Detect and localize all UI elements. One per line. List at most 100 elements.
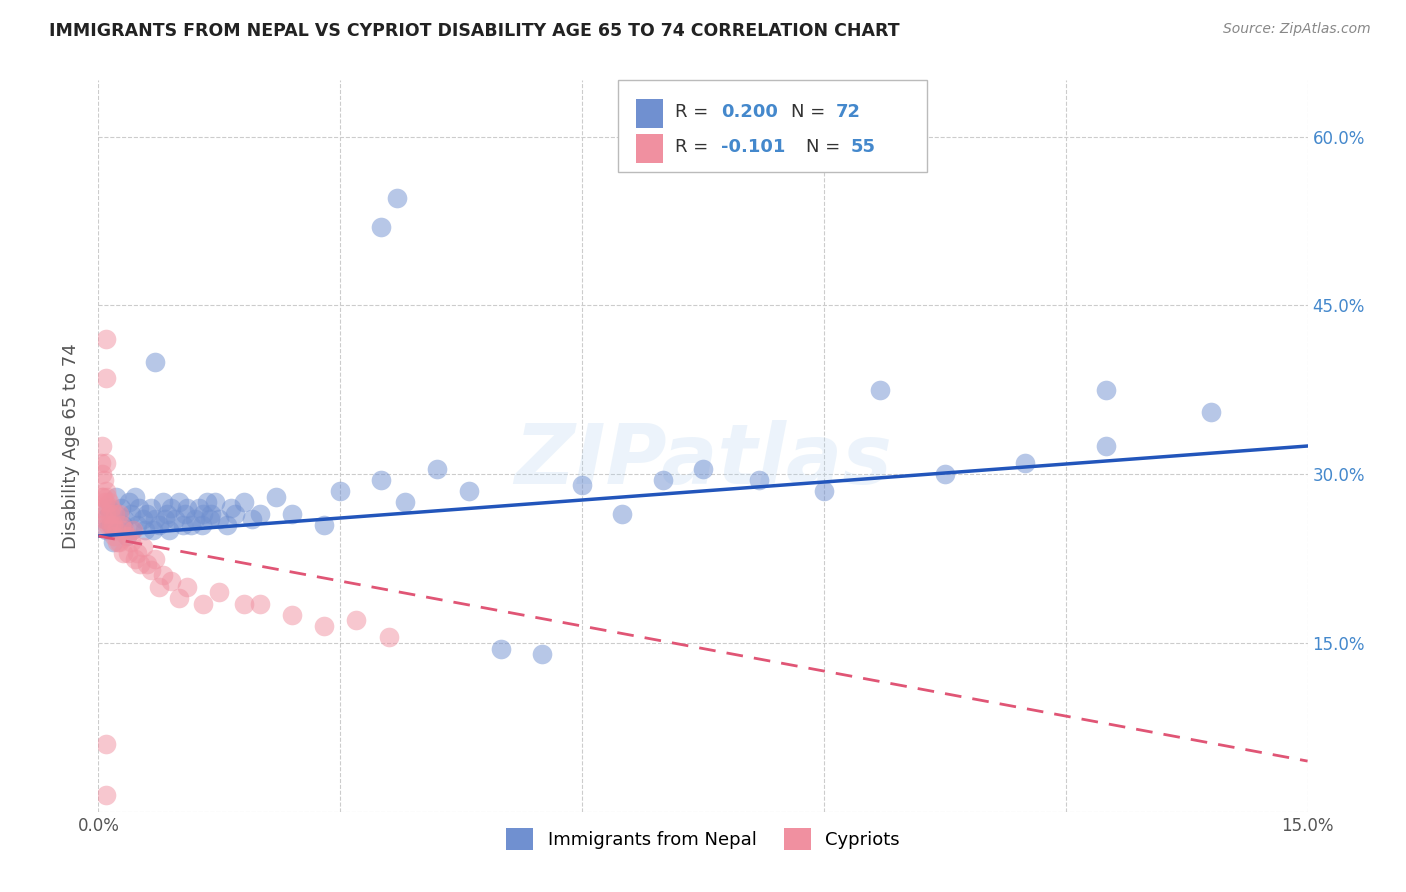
Point — [249, 597, 271, 611]
Point — [1199, 405, 1222, 419]
Point — [98, 507, 121, 521]
Point — [370, 473, 392, 487]
Point — [651, 473, 673, 487]
Point — [117, 546, 139, 560]
Point — [90, 490, 112, 504]
Point — [176, 500, 198, 515]
Point — [167, 495, 190, 509]
Point — [142, 524, 165, 538]
Point — [94, 512, 117, 526]
Point — [115, 529, 138, 543]
Point — [97, 500, 120, 515]
Point — [1095, 383, 1118, 397]
Point — [134, 524, 156, 538]
FancyBboxPatch shape — [637, 98, 664, 128]
Point — [458, 483, 481, 498]
Point — [208, 585, 231, 599]
Point — [101, 534, 124, 549]
Point — [188, 500, 211, 515]
Point — [281, 607, 304, 622]
Point — [385, 191, 408, 205]
Point — [103, 507, 125, 521]
Point — [135, 557, 157, 571]
Point — [111, 546, 134, 560]
Point — [221, 500, 243, 515]
Text: -0.101: -0.101 — [721, 138, 786, 156]
Point — [139, 500, 162, 515]
Point — [107, 524, 129, 538]
Point — [120, 507, 142, 521]
Point — [105, 490, 128, 504]
Point — [121, 524, 143, 538]
Point — [110, 517, 132, 532]
Point — [148, 580, 170, 594]
Point — [132, 512, 155, 526]
Point — [571, 478, 593, 492]
Text: N =: N = — [792, 103, 831, 120]
Point — [143, 354, 166, 368]
Point — [530, 647, 553, 661]
Text: Source: ZipAtlas.com: Source: ZipAtlas.com — [1223, 22, 1371, 37]
Point — [103, 529, 125, 543]
Point — [96, 737, 118, 751]
Point — [96, 788, 118, 802]
Point — [152, 568, 174, 582]
Point — [93, 512, 115, 526]
Point — [107, 507, 129, 521]
Point — [200, 507, 222, 521]
Point — [108, 534, 131, 549]
Point — [115, 529, 138, 543]
Point — [152, 495, 174, 509]
Point — [91, 517, 114, 532]
Point — [1014, 456, 1036, 470]
Point — [94, 495, 117, 509]
Point — [314, 517, 336, 532]
Text: N =: N = — [806, 138, 846, 156]
Point — [103, 507, 125, 521]
Point — [96, 371, 118, 385]
Point — [127, 517, 149, 532]
Point — [148, 517, 170, 532]
Point — [110, 500, 132, 515]
Point — [111, 517, 134, 532]
Point — [105, 534, 128, 549]
Text: ZIPatlas: ZIPatlas — [515, 420, 891, 501]
Point — [204, 495, 226, 509]
Point — [96, 507, 118, 521]
Legend: Immigrants from Nepal, Cypriots: Immigrants from Nepal, Cypriots — [499, 821, 907, 857]
Point — [813, 483, 835, 498]
Point — [491, 641, 513, 656]
Point — [748, 473, 770, 487]
Point — [139, 563, 162, 577]
Text: R =: R = — [675, 103, 714, 120]
Point — [112, 524, 135, 538]
Point — [426, 461, 449, 475]
Point — [370, 219, 392, 234]
Text: R =: R = — [675, 138, 714, 156]
Point — [176, 580, 198, 594]
Point — [281, 507, 304, 521]
Point — [160, 574, 183, 588]
Point — [101, 517, 124, 532]
Point — [394, 495, 416, 509]
Point — [156, 507, 179, 521]
Text: 55: 55 — [851, 138, 876, 156]
Point — [344, 614, 367, 628]
Point — [160, 500, 183, 515]
Point — [377, 630, 399, 644]
Point — [96, 332, 118, 346]
Point — [105, 524, 128, 538]
Point — [184, 512, 207, 526]
Point — [128, 500, 150, 515]
Point — [167, 591, 190, 605]
Point — [97, 495, 120, 509]
Point — [129, 557, 152, 571]
Point — [90, 439, 112, 453]
Point — [174, 507, 197, 521]
Point — [208, 512, 231, 526]
Point — [118, 495, 141, 509]
Point — [135, 507, 157, 521]
Point — [224, 507, 246, 521]
Point — [143, 551, 166, 566]
Point — [172, 517, 194, 532]
